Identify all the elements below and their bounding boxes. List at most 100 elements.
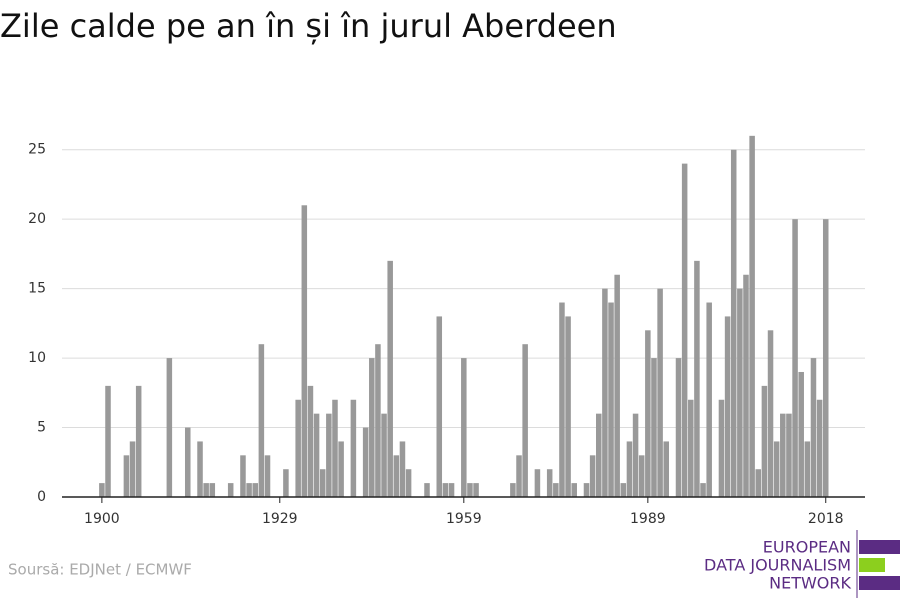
bar — [767, 330, 774, 497]
bar — [307, 385, 314, 497]
bar — [792, 219, 798, 497]
bar — [663, 441, 670, 497]
logo-bar — [859, 558, 885, 572]
bar — [571, 483, 577, 497]
bar — [724, 316, 731, 497]
bar — [645, 330, 651, 497]
bar — [743, 274, 749, 497]
bar — [706, 302, 712, 497]
y-tick-label: 10 — [28, 350, 46, 366]
bar — [749, 135, 755, 497]
bar — [780, 413, 786, 497]
bar — [632, 413, 639, 497]
bar — [369, 358, 375, 497]
y-tick-label: 25 — [28, 142, 46, 158]
bar — [319, 469, 326, 497]
bar — [203, 483, 209, 497]
y-tick-label: 20 — [28, 211, 46, 227]
bar — [546, 469, 553, 497]
logo: EUROPEAN DATA JOURNALISM NETWORK — [704, 530, 900, 598]
bar — [773, 441, 780, 497]
chart-title: Zile calde pe an în și în jurul Aberdeen — [0, 7, 617, 45]
bar — [786, 413, 792, 497]
bar — [675, 358, 682, 497]
bar — [332, 399, 338, 497]
bar — [301, 205, 308, 498]
bar — [264, 455, 271, 497]
bar — [620, 483, 627, 497]
bar — [559, 302, 565, 497]
bar — [184, 427, 191, 497]
logo-text: EUROPEAN — [763, 538, 851, 557]
x-tick-label: 1989 — [630, 511, 666, 527]
bar — [105, 385, 111, 497]
bar — [657, 288, 663, 497]
bar — [798, 371, 804, 497]
bar — [436, 316, 443, 497]
bar — [405, 469, 412, 497]
bar — [99, 483, 105, 497]
bar — [810, 358, 817, 497]
bar — [761, 385, 768, 497]
x-tick-label: 1900 — [84, 511, 120, 527]
bar — [209, 483, 216, 497]
bar — [252, 483, 258, 497]
bar — [730, 149, 737, 497]
bar — [135, 385, 142, 497]
logo-bar — [859, 576, 900, 590]
y-tick-label: 0 — [37, 489, 46, 505]
bar — [381, 413, 387, 497]
bar — [516, 455, 522, 497]
bar — [227, 483, 234, 497]
bar — [510, 483, 516, 497]
bar — [393, 455, 400, 497]
bar — [424, 483, 430, 497]
y-tick-label: 15 — [28, 281, 46, 297]
bar — [522, 344, 528, 497]
x-tick-label: 1959 — [446, 511, 482, 527]
bar — [626, 441, 633, 497]
logo-bar — [859, 540, 900, 554]
bar — [804, 441, 811, 497]
bar — [313, 413, 320, 497]
bar — [473, 483, 479, 497]
bar — [442, 483, 449, 497]
bar — [608, 302, 614, 497]
bar — [338, 441, 344, 497]
x-tick-label: 2018 — [808, 511, 844, 527]
bar — [718, 399, 725, 497]
logo-text: NETWORK — [769, 574, 851, 593]
bar — [651, 358, 657, 497]
bar — [350, 399, 357, 497]
bar — [755, 469, 762, 497]
bar — [197, 441, 203, 497]
bar — [638, 455, 645, 497]
x-tick-label: 1929 — [262, 511, 298, 527]
bar — [614, 274, 620, 497]
bar — [448, 483, 455, 497]
bar — [553, 483, 559, 497]
bar — [399, 441, 406, 497]
bar — [387, 260, 393, 497]
bar — [602, 288, 608, 497]
bar — [258, 344, 265, 497]
bar — [700, 483, 706, 497]
y-tick-label: 5 — [37, 420, 46, 436]
bar — [589, 455, 596, 497]
bar — [737, 288, 743, 497]
bar — [240, 455, 246, 497]
bar — [283, 469, 289, 497]
bar — [596, 413, 602, 497]
bar — [362, 427, 369, 497]
bar — [166, 358, 173, 497]
bar — [822, 219, 829, 497]
bar — [681, 163, 688, 498]
bar — [375, 344, 381, 497]
source: Soursă: EDJNet / ECMWF — [8, 561, 192, 579]
bar — [123, 455, 130, 497]
bar — [461, 358, 467, 497]
bar — [583, 483, 590, 497]
bar — [326, 413, 332, 497]
bar — [565, 316, 571, 497]
